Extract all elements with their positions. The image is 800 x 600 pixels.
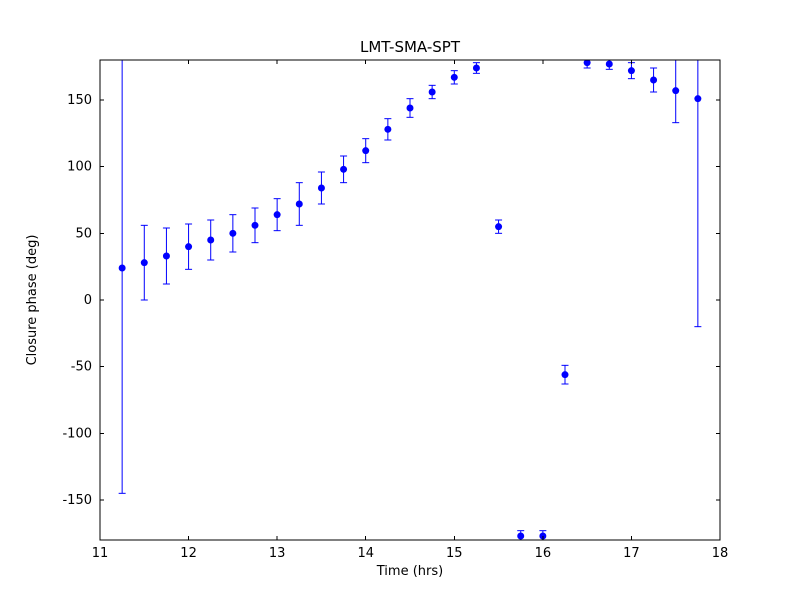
data-point [517, 532, 525, 540]
data-point [650, 76, 658, 84]
x-tick-label: 15 [446, 546, 463, 561]
axes-layer: 11 12 13 14 15 16 17 18 -150 -100 -50 0 50 100 150 [62, 59, 729, 561]
x-tick-label: 17 [623, 546, 640, 561]
data-point [583, 60, 591, 67]
data-point [450, 73, 458, 81]
x-axis-label: Time (hrs) [376, 564, 443, 579]
data-point [384, 125, 392, 133]
y-tick-label: -150 [62, 493, 92, 508]
data-point [295, 200, 303, 208]
data-point [229, 229, 237, 237]
data-point [317, 184, 325, 192]
data-point [340, 165, 348, 173]
data-layer [118, 60, 702, 540]
plot-frame [99, 59, 721, 541]
x-tick-label: 11 [92, 546, 109, 561]
data-point [472, 64, 480, 72]
y-tick-label: -50 [71, 360, 92, 375]
data-point [273, 211, 281, 219]
data-point [140, 259, 148, 267]
data-point [162, 252, 170, 260]
y-axis-label: Closure phase (deg) [25, 235, 40, 366]
y-tick-label: 100 [67, 160, 92, 175]
data-point [362, 147, 370, 155]
data-point [672, 87, 680, 95]
y-tick-label: -100 [62, 426, 92, 441]
data-point [495, 223, 503, 231]
y-tick-label: 150 [67, 93, 92, 108]
data-point [428, 88, 436, 96]
y-tick-label: 50 [75, 226, 92, 241]
data-point [605, 60, 613, 68]
data-point [561, 371, 569, 379]
x-tick-label: 12 [180, 546, 197, 561]
data-point [694, 95, 702, 103]
data-point [406, 104, 414, 112]
y-tick-label: 0 [84, 293, 92, 308]
data-point [251, 221, 259, 229]
data-point [627, 67, 635, 75]
chart-title: LMT-SMA-SPT [360, 38, 461, 56]
x-tick-label: 18 [712, 546, 729, 561]
data-point [118, 264, 126, 272]
data-point [207, 236, 215, 244]
data-point [185, 243, 193, 251]
x-tick-label: 16 [535, 546, 552, 561]
x-tick-label: 14 [357, 546, 374, 561]
x-tick-label: 13 [269, 546, 286, 561]
